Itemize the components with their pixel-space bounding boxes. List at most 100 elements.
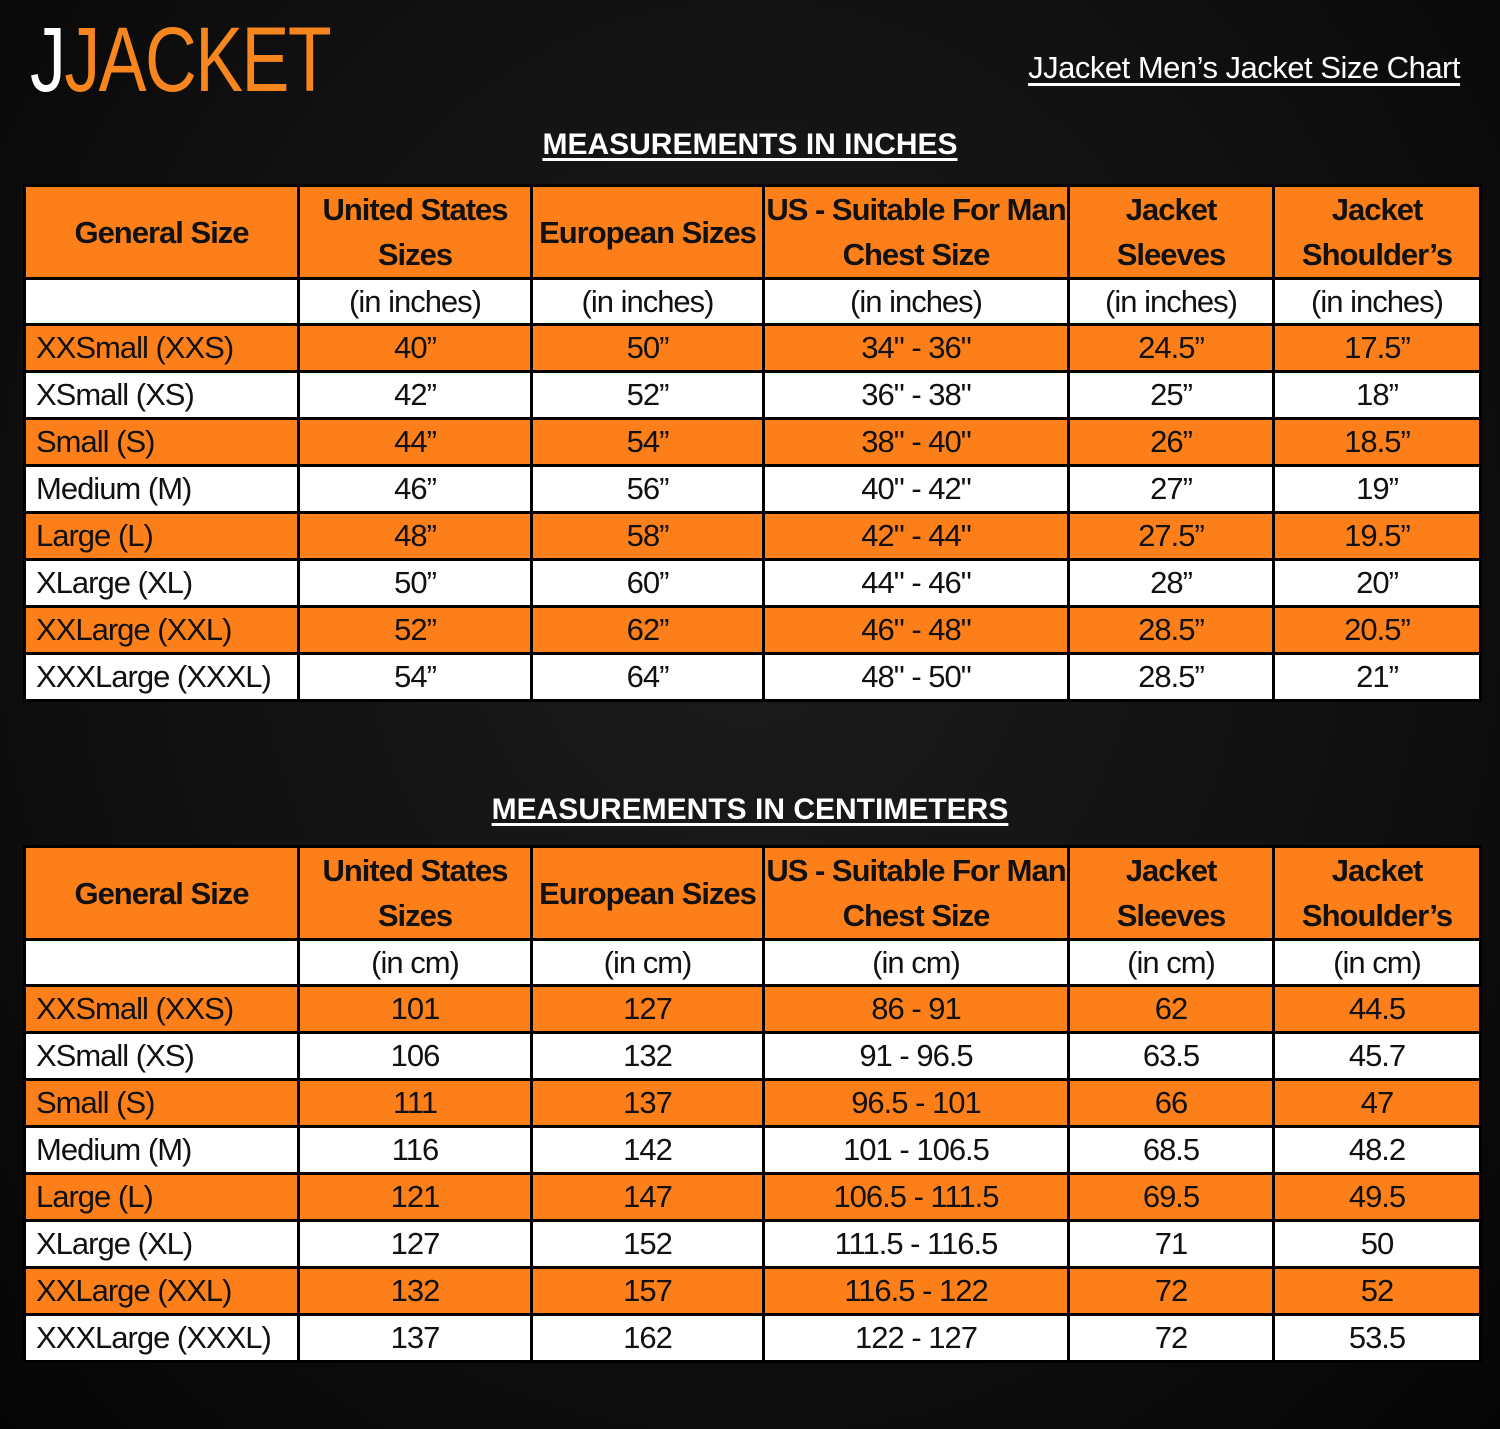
table-row-cell: 62” bbox=[530, 605, 765, 655]
table-row-cell: Small (S) bbox=[23, 417, 300, 467]
table-row: Medium (M) 116 142 101 - 106.5 68.5 48.2 bbox=[23, 1125, 1482, 1175]
header-row-cell: United States Sizes bbox=[297, 845, 533, 941]
table-row-cell: 47 bbox=[1272, 1078, 1482, 1128]
table-row: Medium (M) 46” 56” 40" - 42" 27” 19” bbox=[23, 464, 1482, 514]
table-row-cell: 18” bbox=[1272, 370, 1482, 420]
logo-letter-j: J bbox=[30, 9, 66, 111]
table-row-cell: 69.5 bbox=[1067, 1172, 1275, 1222]
table-row-cell: 72 bbox=[1067, 1266, 1275, 1316]
table-row: XXLarge (XXL) 132 157 116.5 - 122 72 52 bbox=[23, 1266, 1482, 1316]
table-row-cell: 86 - 91 bbox=[762, 984, 1070, 1034]
table-row: XXXLarge (XXXL) 137 162 122 - 127 72 53.5 bbox=[23, 1313, 1482, 1363]
unit-row-cell: (in inches) bbox=[1067, 277, 1275, 326]
table-row-cell: 137 bbox=[530, 1078, 765, 1128]
table-row-cell: 111 bbox=[297, 1078, 533, 1128]
unit-row-cell: (in cm) bbox=[762, 938, 1070, 987]
table-row-cell: 72 bbox=[1067, 1313, 1275, 1363]
header-row-cell: US - Suitable For Man Chest Size bbox=[762, 845, 1070, 941]
table-row-cell: 19.5” bbox=[1272, 511, 1482, 561]
table-row-cell: 49.5 bbox=[1272, 1172, 1482, 1222]
unit-row-cell: (in inches) bbox=[530, 277, 765, 326]
table-row-cell: 53.5 bbox=[1272, 1313, 1482, 1363]
table-row-cell: 27” bbox=[1067, 464, 1275, 514]
table-row: XXSmall (XXS) 101 127 86 - 91 62 44.5 bbox=[23, 984, 1482, 1034]
table-row-cell: 46" - 48" bbox=[762, 605, 1070, 655]
table-row-cell: 50” bbox=[530, 323, 765, 373]
section-heading-inches: MEASUREMENTS IN INCHES bbox=[542, 128, 958, 161]
table-row-cell: XSmall (XS) bbox=[23, 370, 300, 420]
table-row: XSmall (XS) 106 132 91 - 96.5 63.5 45.7 bbox=[23, 1031, 1482, 1081]
table-row: Small (S) 111 137 96.5 - 101 66 47 bbox=[23, 1078, 1482, 1128]
table-row-cell: XXLarge (XXL) bbox=[23, 1266, 300, 1316]
table-row: XLarge (XL) 50” 60” 44" - 46" 28” 20” bbox=[23, 558, 1482, 608]
table-row-cell: XXXLarge (XXXL) bbox=[23, 1313, 300, 1363]
table-row-cell: 44.5 bbox=[1272, 984, 1482, 1034]
table-row-cell: 96.5 - 101 bbox=[762, 1078, 1070, 1128]
unit-row-cell: (in cm) bbox=[1067, 938, 1275, 987]
header-row-cell: Jacket Sleeves bbox=[1067, 845, 1275, 941]
table-row-cell: 58” bbox=[530, 511, 765, 561]
table-row-cell: 45.7 bbox=[1272, 1031, 1482, 1081]
table-row-cell: 52” bbox=[297, 605, 533, 655]
header-row-cell: United States Sizes bbox=[297, 184, 533, 280]
table-row-cell: 40” bbox=[297, 323, 533, 373]
table-row-cell: 71 bbox=[1067, 1219, 1275, 1269]
unit-row-cell: (in inches) bbox=[762, 277, 1070, 326]
table-row-cell: XSmall (XS) bbox=[23, 1031, 300, 1081]
table-row-cell: 20” bbox=[1272, 558, 1482, 608]
table-row: XXSmall (XXS) 40” 50” 34" - 36" 24.5” 17.5” bbox=[23, 323, 1482, 373]
table-row-cell: 60” bbox=[530, 558, 765, 608]
table-row-cell: 101 bbox=[297, 984, 533, 1034]
table-row-cell: 19” bbox=[1272, 464, 1482, 514]
table-row-cell: 44” bbox=[297, 417, 533, 467]
header-row-cell: Jacket Shoulder’s bbox=[1272, 184, 1482, 280]
header-row-cell: European Sizes bbox=[530, 184, 765, 280]
unit-row-cell: (in inches) bbox=[1272, 277, 1482, 326]
table-row: Large (L) 121 147 106.5 - 111.5 69.5 49.5 bbox=[23, 1172, 1482, 1222]
table-row-cell: 20.5” bbox=[1272, 605, 1482, 655]
table-row-cell: 116.5 - 122 bbox=[762, 1266, 1070, 1316]
table-row-cell: 26” bbox=[1067, 417, 1275, 467]
table-row-cell: 91 - 96.5 bbox=[762, 1031, 1070, 1081]
unit-row-cell: (in cm) bbox=[1272, 938, 1482, 987]
table-row-cell: 127 bbox=[297, 1219, 533, 1269]
table-row: XLarge (XL) 127 152 111.5 - 116.5 71 50 bbox=[23, 1219, 1482, 1269]
table-row-cell: 162 bbox=[530, 1313, 765, 1363]
table-row-cell: 18.5” bbox=[1272, 417, 1482, 467]
unit-row-cell bbox=[23, 277, 300, 326]
header-row-cell: US - Suitable For Man Chest Size bbox=[762, 184, 1070, 280]
table-row-cell: 44" - 46" bbox=[762, 558, 1070, 608]
table-row-cell: 36" - 38" bbox=[762, 370, 1070, 420]
table-row: XXXLarge (XXXL) 54” 64” 48" - 50" 28.5” 21” bbox=[23, 652, 1482, 702]
unit-row: (in cm) (in cm) (in cm) (in cm) (in cm) bbox=[23, 938, 1482, 987]
table-row-cell: 111.5 - 116.5 bbox=[762, 1219, 1070, 1269]
table-row-cell: 62 bbox=[1067, 984, 1275, 1034]
table-row-cell: 106.5 - 111.5 bbox=[762, 1172, 1070, 1222]
unit-row-cell bbox=[23, 938, 300, 987]
table-row-cell: XXLarge (XXL) bbox=[23, 605, 300, 655]
header-row: General Size United States Sizes European … bbox=[23, 184, 1482, 280]
table-row-cell: 34" - 36" bbox=[762, 323, 1070, 373]
table-row-cell: 54” bbox=[530, 417, 765, 467]
table-row-cell: XLarge (XL) bbox=[23, 558, 300, 608]
table-row-cell: Medium (M) bbox=[23, 1125, 300, 1175]
header-row-cell: European Sizes bbox=[530, 845, 765, 941]
section-heading-centimeters: MEASUREMENTS IN CENTIMETERS bbox=[491, 793, 1009, 826]
unit-row-cell: (in inches) bbox=[297, 277, 533, 326]
table-row-cell: 66 bbox=[1067, 1078, 1275, 1128]
table-row-cell: 48” bbox=[297, 511, 533, 561]
header-row-cell: General Size bbox=[23, 184, 300, 280]
table-row-cell: 142 bbox=[530, 1125, 765, 1175]
table-row-cell: 63.5 bbox=[1067, 1031, 1275, 1081]
table-row-cell: 21” bbox=[1272, 652, 1482, 702]
chart-title: JJacket Men’s Jacket Size Chart bbox=[1028, 50, 1460, 85]
table-row-cell: 152 bbox=[530, 1219, 765, 1269]
table-row: XXLarge (XXL) 52” 62” 46" - 48" 28.5” 20.5” bbox=[23, 605, 1482, 655]
table-row: Small (S) 44” 54” 38" - 40" 26” 18.5” bbox=[23, 417, 1482, 467]
header-row-cell: Jacket Sleeves bbox=[1067, 184, 1275, 280]
table-row-cell: 132 bbox=[297, 1266, 533, 1316]
table-row-cell: 121 bbox=[297, 1172, 533, 1222]
table-row-cell: 25” bbox=[1067, 370, 1275, 420]
table-row-cell: 147 bbox=[530, 1172, 765, 1222]
table-row-cell: 46” bbox=[297, 464, 533, 514]
